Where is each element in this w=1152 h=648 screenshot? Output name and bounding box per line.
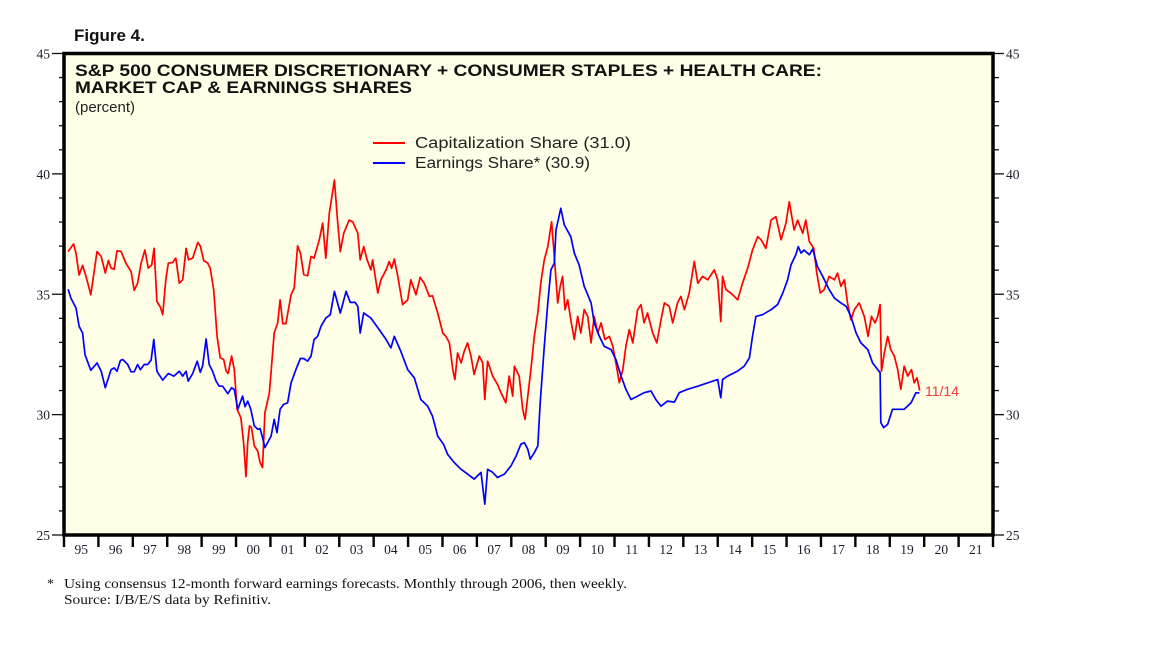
y-tick-label-left: 25 — [37, 528, 51, 543]
capitalization-share-line — [67, 179, 921, 478]
x-tick-label: 06 — [453, 542, 467, 557]
y-tick-label-right: 35 — [1006, 287, 1020, 302]
x-tick-label: 97 — [143, 542, 157, 557]
x-tick-label: 10 — [591, 542, 605, 557]
x-tick-label: 12 — [659, 542, 673, 557]
y-tick-label-left: 35 — [37, 287, 51, 302]
x-tick-label: 14 — [728, 542, 742, 557]
footnote-line1: Using consensus 12-month forward earning… — [64, 577, 627, 592]
x-tick-label: 21 — [969, 542, 983, 557]
footnote-source: Source: I/B/E/S data by Refinitiv. — [64, 593, 271, 608]
x-tick-label: 02 — [315, 542, 329, 557]
earnings-share-line — [67, 207, 920, 506]
figure-label: Figure 4. — [74, 26, 145, 45]
x-tick-label: 03 — [350, 542, 364, 557]
legend: Capitalization Share (31.0) Earnings Sha… — [373, 135, 631, 172]
x-tick-label: 16 — [797, 542, 811, 557]
chart-subtitle: (percent) — [75, 99, 135, 116]
legend-label-earnings: Earnings Share* (30.9) — [415, 155, 590, 172]
x-tick-label: 18 — [866, 542, 880, 557]
y-tick-label-right: 25 — [1006, 528, 1020, 543]
x-tick-label: 00 — [246, 542, 260, 557]
y-tick-label-right: 30 — [1006, 408, 1020, 423]
x-tick-label: 08 — [522, 542, 536, 557]
footnote-marker: * — [47, 577, 54, 592]
x-tick-label: 01 — [281, 542, 295, 557]
date-annotation: 11/14 — [925, 383, 959, 399]
y-tick-label-left: 30 — [37, 408, 51, 423]
x-tick-label: 13 — [694, 542, 708, 557]
legend-label-capitalization: Capitalization Share (31.0) — [415, 135, 631, 152]
x-tick-label: 99 — [212, 542, 226, 557]
x-tick-label: 96 — [109, 542, 123, 557]
y-tick-label-left: 40 — [37, 167, 51, 182]
x-tick-label: 07 — [487, 542, 501, 557]
x-tick-label: 15 — [763, 542, 777, 557]
y-tick-label-right: 45 — [1006, 47, 1020, 62]
x-tick-label: 09 — [556, 542, 570, 557]
plot-frame — [62, 51, 995, 537]
x-tick-label: 04 — [384, 542, 398, 557]
x-tick-label: 05 — [419, 542, 433, 557]
x-tick-label: 19 — [900, 542, 914, 557]
x-tick-label: 11 — [625, 542, 638, 557]
series-layer — [67, 179, 921, 506]
x-tick-label: 95 — [74, 542, 88, 557]
x-tick-label: 20 — [935, 542, 949, 557]
plot-area — [64, 53, 993, 535]
y-tick-label-left: 45 — [37, 47, 51, 62]
x-tick-label: 17 — [831, 542, 845, 557]
y-tick-label-right: 40 — [1006, 167, 1020, 182]
chart-title: S&P 500 CONSUMER DISCRETIONARY + CONSUME… — [75, 62, 822, 80]
x-tick-label: 98 — [178, 542, 192, 557]
chart-title-line2: MARKET CAP & EARNINGS SHARES — [75, 79, 412, 97]
